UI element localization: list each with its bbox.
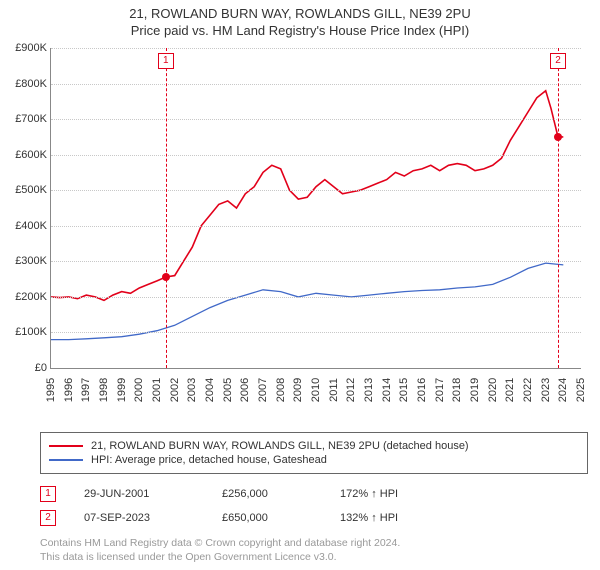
x-axis-label: 2004	[204, 378, 216, 402]
y-axis-label: £600K	[3, 149, 47, 161]
sales-row: 1 29-JUN-2001 £256,000 172% ↑ HPI	[40, 482, 588, 506]
gridline	[51, 226, 581, 227]
x-axis-label: 2010	[310, 378, 322, 402]
x-axis-label: 1999	[116, 378, 128, 402]
x-axis-label: 1998	[98, 378, 110, 402]
x-axis-label: 2001	[151, 378, 163, 402]
x-axis-label: 2013	[363, 378, 375, 402]
y-axis-label: £0	[3, 362, 47, 374]
legend-swatch	[49, 459, 83, 461]
gridline	[51, 190, 581, 191]
x-axis-label: 2011	[328, 378, 340, 402]
x-axis-label: 2014	[381, 378, 393, 402]
sales-marker-icon: 2	[40, 510, 56, 526]
x-axis-label: 2021	[504, 378, 516, 402]
y-axis-label: £500K	[3, 184, 47, 196]
sales-delta: 132% ↑ HPI	[340, 512, 398, 524]
y-axis-label: £400K	[3, 220, 47, 232]
series-price_paid	[51, 91, 563, 301]
x-axis-label: 2002	[169, 378, 181, 402]
y-axis-label: £100K	[3, 326, 47, 338]
x-axis-label: 2000	[133, 378, 145, 402]
x-axis-label: 1995	[45, 378, 57, 402]
attribution: Contains HM Land Registry data © Crown c…	[40, 536, 588, 564]
sale-marker-box: 1	[158, 53, 174, 69]
sales-table: 1 29-JUN-2001 £256,000 172% ↑ HPI 2 07-SEP-20…	[40, 482, 588, 530]
plot-area: £0£100K£200K£300K£400K£500K£600K£700K£80…	[50, 48, 581, 369]
attribution-line-1: Contains HM Land Registry data © Crown c…	[40, 536, 588, 550]
sales-date: 07-SEP-2023	[84, 512, 194, 524]
x-axis-label: 2003	[186, 378, 198, 402]
sales-date: 29-JUN-2001	[84, 488, 194, 500]
sales-price: £256,000	[222, 488, 312, 500]
x-axis-label: 1997	[80, 378, 92, 402]
gridline	[51, 155, 581, 156]
legend: 21, ROWLAND BURN WAY, ROWLANDS GILL, NE3…	[40, 432, 588, 474]
chart-container: 21, ROWLAND BURN WAY, ROWLANDS GILL, NE3…	[0, 0, 600, 564]
x-axis-label: 1996	[63, 378, 75, 402]
x-axis-label: 2019	[469, 378, 481, 402]
y-axis-label: £200K	[3, 291, 47, 303]
sales-delta: 172% ↑ HPI	[340, 488, 398, 500]
x-axis-label: 2023	[540, 378, 552, 402]
y-axis-label: £900K	[3, 42, 47, 54]
sale-marker-dot	[554, 133, 562, 141]
sales-marker-icon: 1	[40, 486, 56, 502]
attribution-line-2: This data is licensed under the Open Gov…	[40, 550, 588, 564]
plot-wrap: £0£100K£200K£300K£400K£500K£600K£700K£80…	[50, 48, 580, 398]
sales-price: £650,000	[222, 512, 312, 524]
gridline	[51, 84, 581, 85]
x-axis-label: 2016	[416, 378, 428, 402]
legend-row: 21, ROWLAND BURN WAY, ROWLANDS GILL, NE3…	[49, 439, 579, 453]
x-axis-label: 2007	[257, 378, 269, 402]
series-hpi	[51, 263, 563, 340]
chart-titles: 21, ROWLAND BURN WAY, ROWLANDS GILL, NE3…	[0, 0, 600, 38]
x-axis-label: 2018	[451, 378, 463, 402]
y-axis-label: £300K	[3, 255, 47, 267]
x-axis-label: 2025	[575, 378, 587, 402]
gridline	[51, 332, 581, 333]
x-axis-label: 2015	[398, 378, 410, 402]
legend-swatch	[49, 445, 83, 447]
sale-marker-line	[166, 48, 167, 368]
x-axis-label: 2009	[292, 378, 304, 402]
sale-marker-box: 2	[550, 53, 566, 69]
x-axis-label: 2022	[522, 378, 534, 402]
x-axis-label: 2024	[557, 378, 569, 402]
x-axis-label: 2005	[222, 378, 234, 402]
gridline	[51, 261, 581, 262]
series-lines	[51, 48, 581, 368]
x-axis-label: 2017	[434, 378, 446, 402]
x-axis-label: 2006	[239, 378, 251, 402]
sale-marker-dot	[162, 273, 170, 281]
title-main: 21, ROWLAND BURN WAY, ROWLANDS GILL, NE3…	[0, 6, 600, 21]
gridline	[51, 297, 581, 298]
legend-row: HPI: Average price, detached house, Gate…	[49, 453, 579, 467]
gridline	[51, 119, 581, 120]
legend-label: 21, ROWLAND BURN WAY, ROWLANDS GILL, NE3…	[91, 440, 469, 452]
legend-label: HPI: Average price, detached house, Gate…	[91, 454, 327, 466]
sales-row: 2 07-SEP-2023 £650,000 132% ↑ HPI	[40, 506, 588, 530]
x-axis-label: 2008	[275, 378, 287, 402]
x-axis-label: 2012	[345, 378, 357, 402]
gridline	[51, 48, 581, 49]
sale-marker-line	[558, 48, 559, 368]
y-axis-label: £700K	[3, 113, 47, 125]
y-axis-label: £800K	[3, 78, 47, 90]
title-sub: Price paid vs. HM Land Registry's House …	[0, 23, 600, 38]
x-axis-label: 2020	[487, 378, 499, 402]
